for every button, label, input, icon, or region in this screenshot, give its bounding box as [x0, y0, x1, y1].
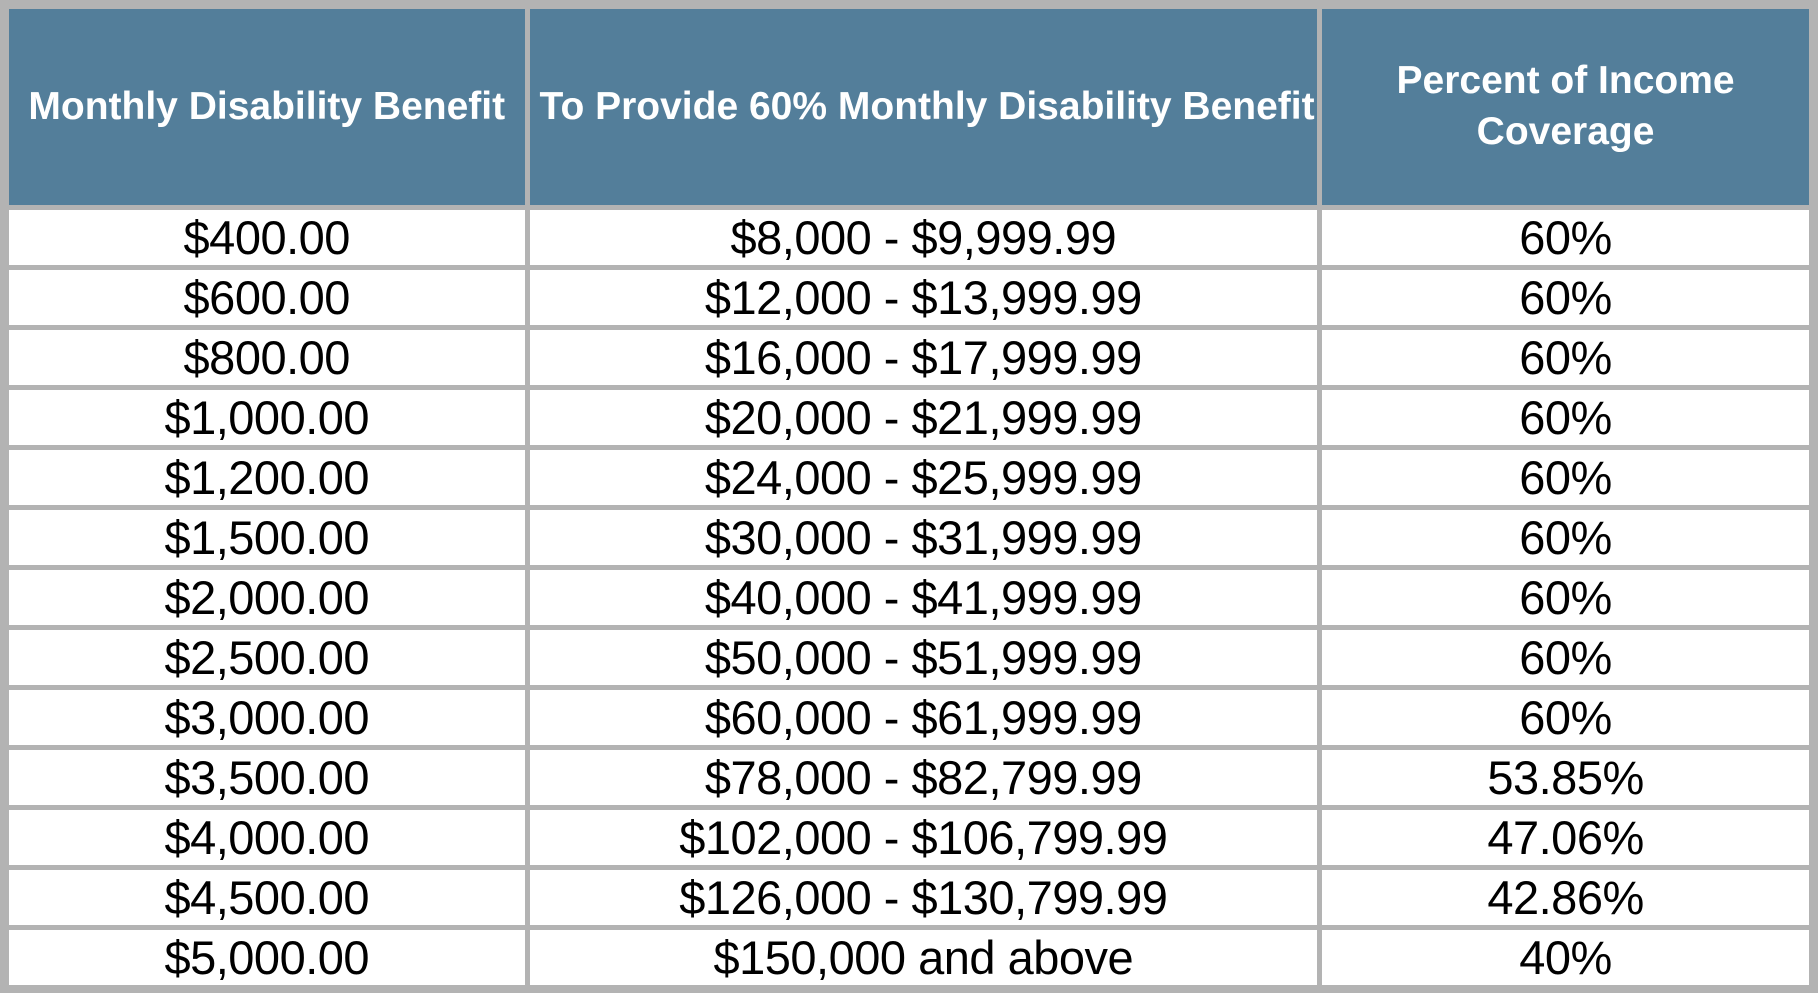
cell-income-range: $40,000 - $41,999.99 — [529, 570, 1318, 625]
cell-benefit: $1,200.00 — [9, 450, 525, 505]
cell-benefit: $3,000.00 — [9, 690, 525, 745]
cell-percent: 47.06% — [1322, 810, 1809, 865]
cell-income-range: $12,000 - $13,999.99 — [529, 270, 1318, 325]
cell-income-range: $20,000 - $21,999.99 — [529, 390, 1318, 445]
table-row: $600.00 $12,000 - $13,999.99 60% — [9, 270, 1809, 325]
cell-benefit: $800.00 — [9, 330, 525, 385]
table-row: $3,000.00 $60,000 - $61,999.99 60% — [9, 690, 1809, 745]
table-row: $3,500.00 $78,000 - $82,799.99 53.85% — [9, 750, 1809, 805]
cell-benefit: $2,500.00 — [9, 630, 525, 685]
disability-benefit-table: Monthly Disability Benefit To Provide 60… — [4, 4, 1814, 990]
cell-income-range: $30,000 - $31,999.99 — [529, 510, 1318, 565]
cell-benefit: $2,000.00 — [9, 570, 525, 625]
cell-income-range: $16,000 - $17,999.99 — [529, 330, 1318, 385]
cell-benefit: $1,500.00 — [9, 510, 525, 565]
table-row: $5,000.00 $150,000 and above 40% — [9, 930, 1809, 985]
cell-benefit: $1,000.00 — [9, 390, 525, 445]
cell-percent: 60% — [1322, 510, 1809, 565]
cell-benefit: $600.00 — [9, 270, 525, 325]
column-header-income-range: To Provide 60% Monthly Disability Benefi… — [529, 9, 1318, 205]
table-row: $1,000.00 $20,000 - $21,999.99 60% — [9, 390, 1809, 445]
cell-benefit: $400.00 — [9, 210, 525, 265]
table-row: $400.00 $8,000 - $9,999.99 60% — [9, 210, 1809, 265]
cell-percent: 60% — [1322, 630, 1809, 685]
cell-benefit: $4,500.00 — [9, 870, 525, 925]
column-header-monthly-benefit: Monthly Disability Benefit — [9, 9, 525, 205]
cell-percent: 60% — [1322, 570, 1809, 625]
cell-income-range: $60,000 - $61,999.99 — [529, 690, 1318, 745]
table-row: $1,500.00 $30,000 - $31,999.99 60% — [9, 510, 1809, 565]
cell-income-range: $50,000 - $51,999.99 — [529, 630, 1318, 685]
cell-benefit: $5,000.00 — [9, 930, 525, 985]
cell-percent: 60% — [1322, 210, 1809, 265]
cell-percent: 60% — [1322, 390, 1809, 445]
cell-benefit: $4,000.00 — [9, 810, 525, 865]
cell-percent: 40% — [1322, 930, 1809, 985]
cell-percent: 60% — [1322, 450, 1809, 505]
cell-percent: 42.86% — [1322, 870, 1809, 925]
cell-income-range: $78,000 - $82,799.99 — [529, 750, 1318, 805]
cell-percent: 60% — [1322, 330, 1809, 385]
column-header-percent-coverage: Percent of Income Coverage — [1322, 9, 1809, 205]
cell-income-range: $24,000 - $25,999.99 — [529, 450, 1318, 505]
table-row: $1,200.00 $24,000 - $25,999.99 60% — [9, 450, 1809, 505]
cell-percent: 60% — [1322, 690, 1809, 745]
table-header-row: Monthly Disability Benefit To Provide 60… — [9, 9, 1809, 205]
table-row: $4,000.00 $102,000 - $106,799.99 47.06% — [9, 810, 1809, 865]
cell-income-range: $8,000 - $9,999.99 — [529, 210, 1318, 265]
cell-percent: 60% — [1322, 270, 1809, 325]
cell-income-range: $150,000 and above — [529, 930, 1318, 985]
table-row: $2,000.00 $40,000 - $41,999.99 60% — [9, 570, 1809, 625]
cell-income-range: $102,000 - $106,799.99 — [529, 810, 1318, 865]
table-row: $800.00 $16,000 - $17,999.99 60% — [9, 330, 1809, 385]
table-row: $2,500.00 $50,000 - $51,999.99 60% — [9, 630, 1809, 685]
cell-income-range: $126,000 - $130,799.99 — [529, 870, 1318, 925]
table-row: $4,500.00 $126,000 - $130,799.99 42.86% — [9, 870, 1809, 925]
cell-benefit: $3,500.00 — [9, 750, 525, 805]
cell-percent: 53.85% — [1322, 750, 1809, 805]
